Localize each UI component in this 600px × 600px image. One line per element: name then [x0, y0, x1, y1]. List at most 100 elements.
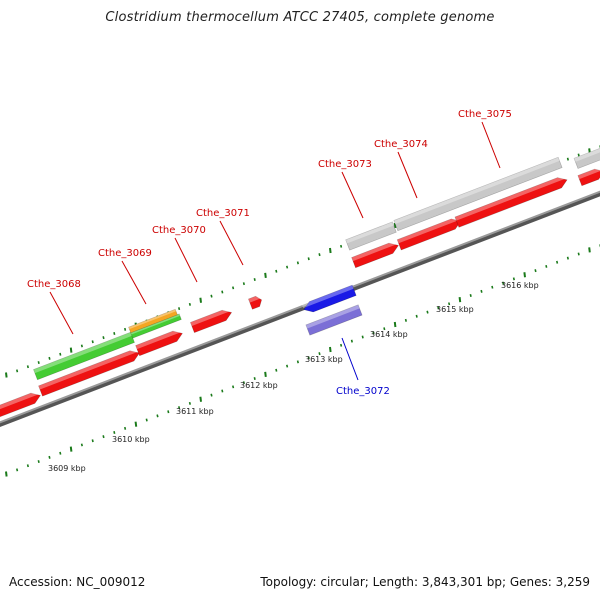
scale-label: 3615 kbp — [436, 305, 474, 314]
tick-mark — [329, 247, 332, 254]
cds-feature-green[interactable] — [33, 331, 135, 381]
scale-label: 3616 kbp — [501, 281, 539, 290]
gene-label[interactable]: Cthe_3068 — [27, 279, 81, 290]
tick-mark — [340, 244, 343, 248]
leader-line — [219, 220, 244, 266]
gene-label[interactable]: Cthe_3072 — [336, 386, 390, 397]
tick-mark — [393, 222, 397, 229]
tick-mark — [26, 365, 29, 369]
gene-label[interactable]: Cthe_3075 — [458, 109, 512, 120]
tick-mark — [480, 289, 483, 293]
tick-mark — [264, 272, 267, 278]
tick-mark — [448, 302, 451, 306]
tick-mark — [80, 443, 83, 447]
tick-mark — [188, 302, 191, 306]
tick-mark — [80, 344, 83, 348]
scale-label: 3613 kbp — [305, 355, 343, 364]
tick-mark — [145, 418, 148, 422]
tick-mark — [26, 464, 29, 468]
gene-feature-red[interactable] — [248, 294, 263, 310]
tick-mark — [502, 281, 505, 285]
genome-backbone — [0, 190, 600, 427]
tick-mark — [156, 414, 159, 418]
tick-mark — [178, 307, 181, 311]
leader-line — [174, 237, 198, 283]
cds-feature-orange[interactable] — [128, 308, 178, 334]
leader-line — [481, 121, 501, 169]
tick-mark — [5, 372, 8, 378]
tick-mark — [253, 278, 256, 282]
tick-mark — [286, 364, 289, 368]
gene-label[interactable]: Cthe_3071 — [196, 208, 250, 219]
tick-mark — [232, 286, 235, 290]
tick-mark — [566, 157, 569, 161]
scale-label: 3611 kbp — [176, 407, 214, 416]
accession-text: Accession: NC_009012 — [9, 575, 146, 589]
tick-mark — [242, 282, 245, 286]
tick-mark — [91, 439, 94, 443]
tick-mark — [91, 340, 94, 344]
tick-row-lower — [5, 244, 600, 477]
tick-mark — [253, 377, 256, 381]
tick-mark — [340, 343, 343, 347]
tick-mark — [556, 260, 559, 264]
tick-mark — [383, 327, 386, 331]
tick-mark — [16, 468, 19, 472]
tick-mark — [69, 347, 73, 353]
leader-line — [341, 171, 364, 219]
tick-mark — [59, 352, 62, 356]
tick-mark — [458, 297, 462, 303]
cds-feature-gray[interactable] — [573, 147, 600, 169]
gene-feature-red[interactable] — [0, 390, 42, 419]
gene-feature-red[interactable] — [351, 240, 401, 269]
tick-mark — [210, 393, 213, 397]
gene-feature-red[interactable] — [454, 174, 569, 228]
tick-mark — [37, 361, 40, 365]
leader-line — [121, 260, 147, 305]
gene-label[interactable]: Cthe_3073 — [318, 159, 372, 170]
tick-mark — [577, 153, 580, 157]
tick-mark — [5, 471, 8, 477]
genome-summary-text: Topology: circular; Length: 3,843,301 bp… — [260, 575, 590, 589]
gene-feature-red[interactable] — [135, 328, 185, 357]
tick-mark — [426, 310, 429, 314]
tick-mark — [124, 426, 127, 430]
tick-mark — [296, 360, 299, 364]
map-title: Clostridium thermocellum ATCC 27405, com… — [105, 10, 495, 25]
tick-mark — [588, 247, 591, 253]
cds-feature-gray[interactable] — [345, 221, 397, 251]
scale-label: 3610 kbp — [112, 435, 150, 444]
cds-feature-gray[interactable] — [393, 156, 563, 232]
tick-mark — [37, 460, 40, 464]
tick-mark — [59, 451, 62, 455]
scale-label: 3614 kbp — [370, 330, 408, 339]
tick-mark — [102, 435, 105, 439]
tick-mark — [404, 318, 407, 322]
tick-mark — [48, 356, 51, 360]
gene-feature-red[interactable] — [190, 307, 233, 334]
tick-mark — [232, 385, 235, 389]
tick-mark — [48, 455, 51, 459]
gene-label[interactable]: Cthe_3069 — [98, 248, 152, 259]
tick-mark — [16, 369, 19, 373]
gene-feature-blue[interactable] — [301, 284, 357, 315]
tick-mark — [361, 335, 364, 339]
tick-mark — [188, 401, 191, 405]
tick-mark — [124, 327, 127, 331]
leader-line — [397, 151, 418, 199]
gene-label[interactable]: Cthe_3070 — [152, 225, 206, 236]
tick-mark — [275, 368, 278, 372]
tick-mark — [167, 410, 170, 414]
tick-mark — [296, 261, 299, 265]
tick-mark — [318, 352, 321, 356]
gene-feature-red[interactable] — [577, 166, 600, 187]
gene-label[interactable]: Cthe_3074 — [374, 139, 428, 150]
tick-mark — [307, 257, 310, 261]
tick-mark — [307, 356, 310, 360]
cds-feature-purple[interactable] — [305, 304, 363, 336]
gene-feature-red[interactable] — [38, 347, 142, 397]
gene-feature-red[interactable] — [396, 216, 463, 251]
tick-mark — [221, 389, 224, 393]
tick-mark — [491, 285, 494, 289]
